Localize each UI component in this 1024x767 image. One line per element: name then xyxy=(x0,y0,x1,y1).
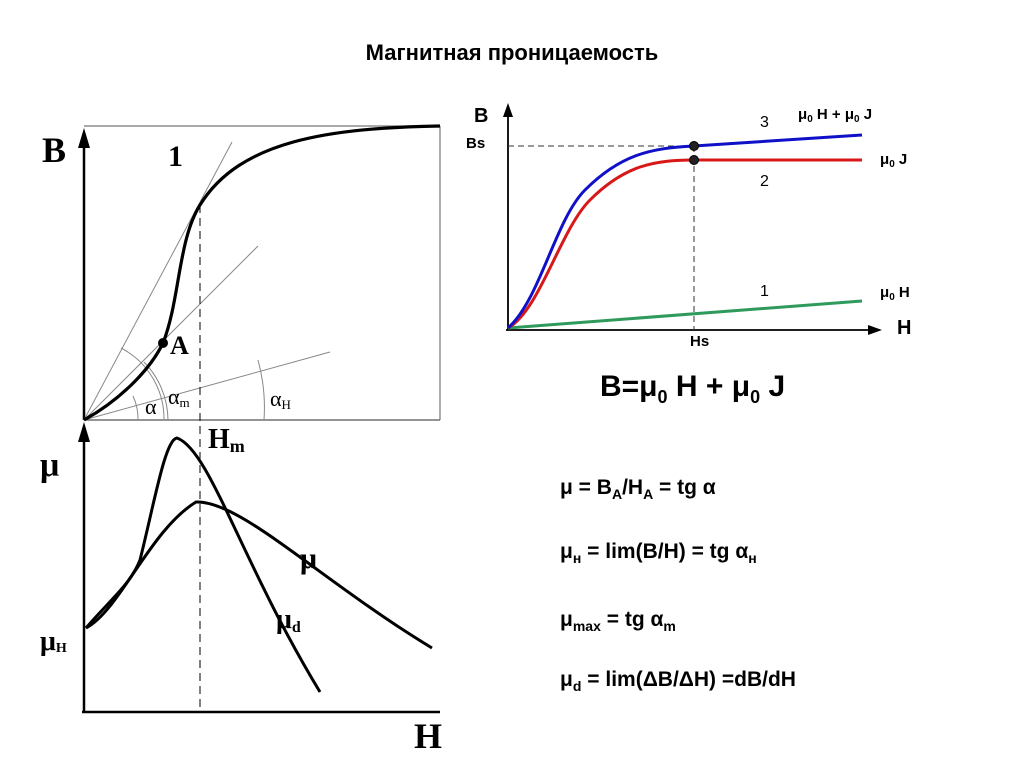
curve-3-sum xyxy=(507,133,863,330)
curve-3-label: μ0 H + μ0 J xyxy=(798,106,872,125)
secant-line-a xyxy=(83,245,259,421)
h-axis-label: H xyxy=(414,716,442,756)
curve-2-label: μ0 J xyxy=(880,151,907,170)
curve-2-mu0j xyxy=(507,158,862,330)
alpha-h-label: αH xyxy=(270,386,291,412)
hs-label: Hs xyxy=(690,333,709,350)
tangent-line-h xyxy=(83,351,331,421)
formula-mu-max: μmax = tg αm xyxy=(560,608,676,635)
b-axis-label: B xyxy=(42,130,66,170)
mu-h-label: μH xyxy=(40,626,67,657)
formula-mu-d: μd = lim(ΔB/ΔH) =dB/dH xyxy=(560,668,796,695)
formula-mu-h: μн = lim(B/H) = tg αн xyxy=(560,540,757,567)
curve-1-number: 1 xyxy=(760,283,769,300)
hm-label: Hm xyxy=(208,424,245,456)
point-a-label: A xyxy=(170,331,189,360)
saturation-point-3 xyxy=(689,141,699,151)
right-b-label: B xyxy=(474,105,488,127)
mu-d-label: μd xyxy=(276,604,301,636)
curve-1-label: μ0 H xyxy=(880,284,910,303)
magnetization-curve xyxy=(83,124,441,422)
alpha-label: α xyxy=(145,394,157,419)
curve-1-label: 1 xyxy=(168,140,183,173)
right-chart: B Bs Hs H 3 2 1 μ0 H + μ0 J μ0 J μ0 H xyxy=(466,103,911,350)
mu-curve-label: μ xyxy=(300,542,317,575)
tangent-line-m xyxy=(83,141,233,421)
mu-d-curve xyxy=(84,436,322,693)
curve-3-number: 3 xyxy=(760,114,769,131)
saturation-point-2 xyxy=(689,155,699,165)
bs-label: Bs xyxy=(466,135,485,152)
formula-mu: μ = BA/HA = tg α xyxy=(560,476,716,503)
curve-2-number: 2 xyxy=(760,173,769,190)
right-h-label: H xyxy=(897,317,911,339)
left-diagram: B 1 A α αm αH μ Hm μ μd μH H xyxy=(40,124,442,756)
curve-1-mu0h xyxy=(507,299,863,330)
mu-axis-label: μ xyxy=(40,447,59,484)
formula-main: B=μ0 H + μ0 J xyxy=(600,370,786,407)
alpha-m-label: αm xyxy=(168,384,190,410)
point-a xyxy=(158,338,168,348)
slide-title: Магнитная проницаемость xyxy=(365,40,659,65)
mu-curve xyxy=(85,500,433,650)
